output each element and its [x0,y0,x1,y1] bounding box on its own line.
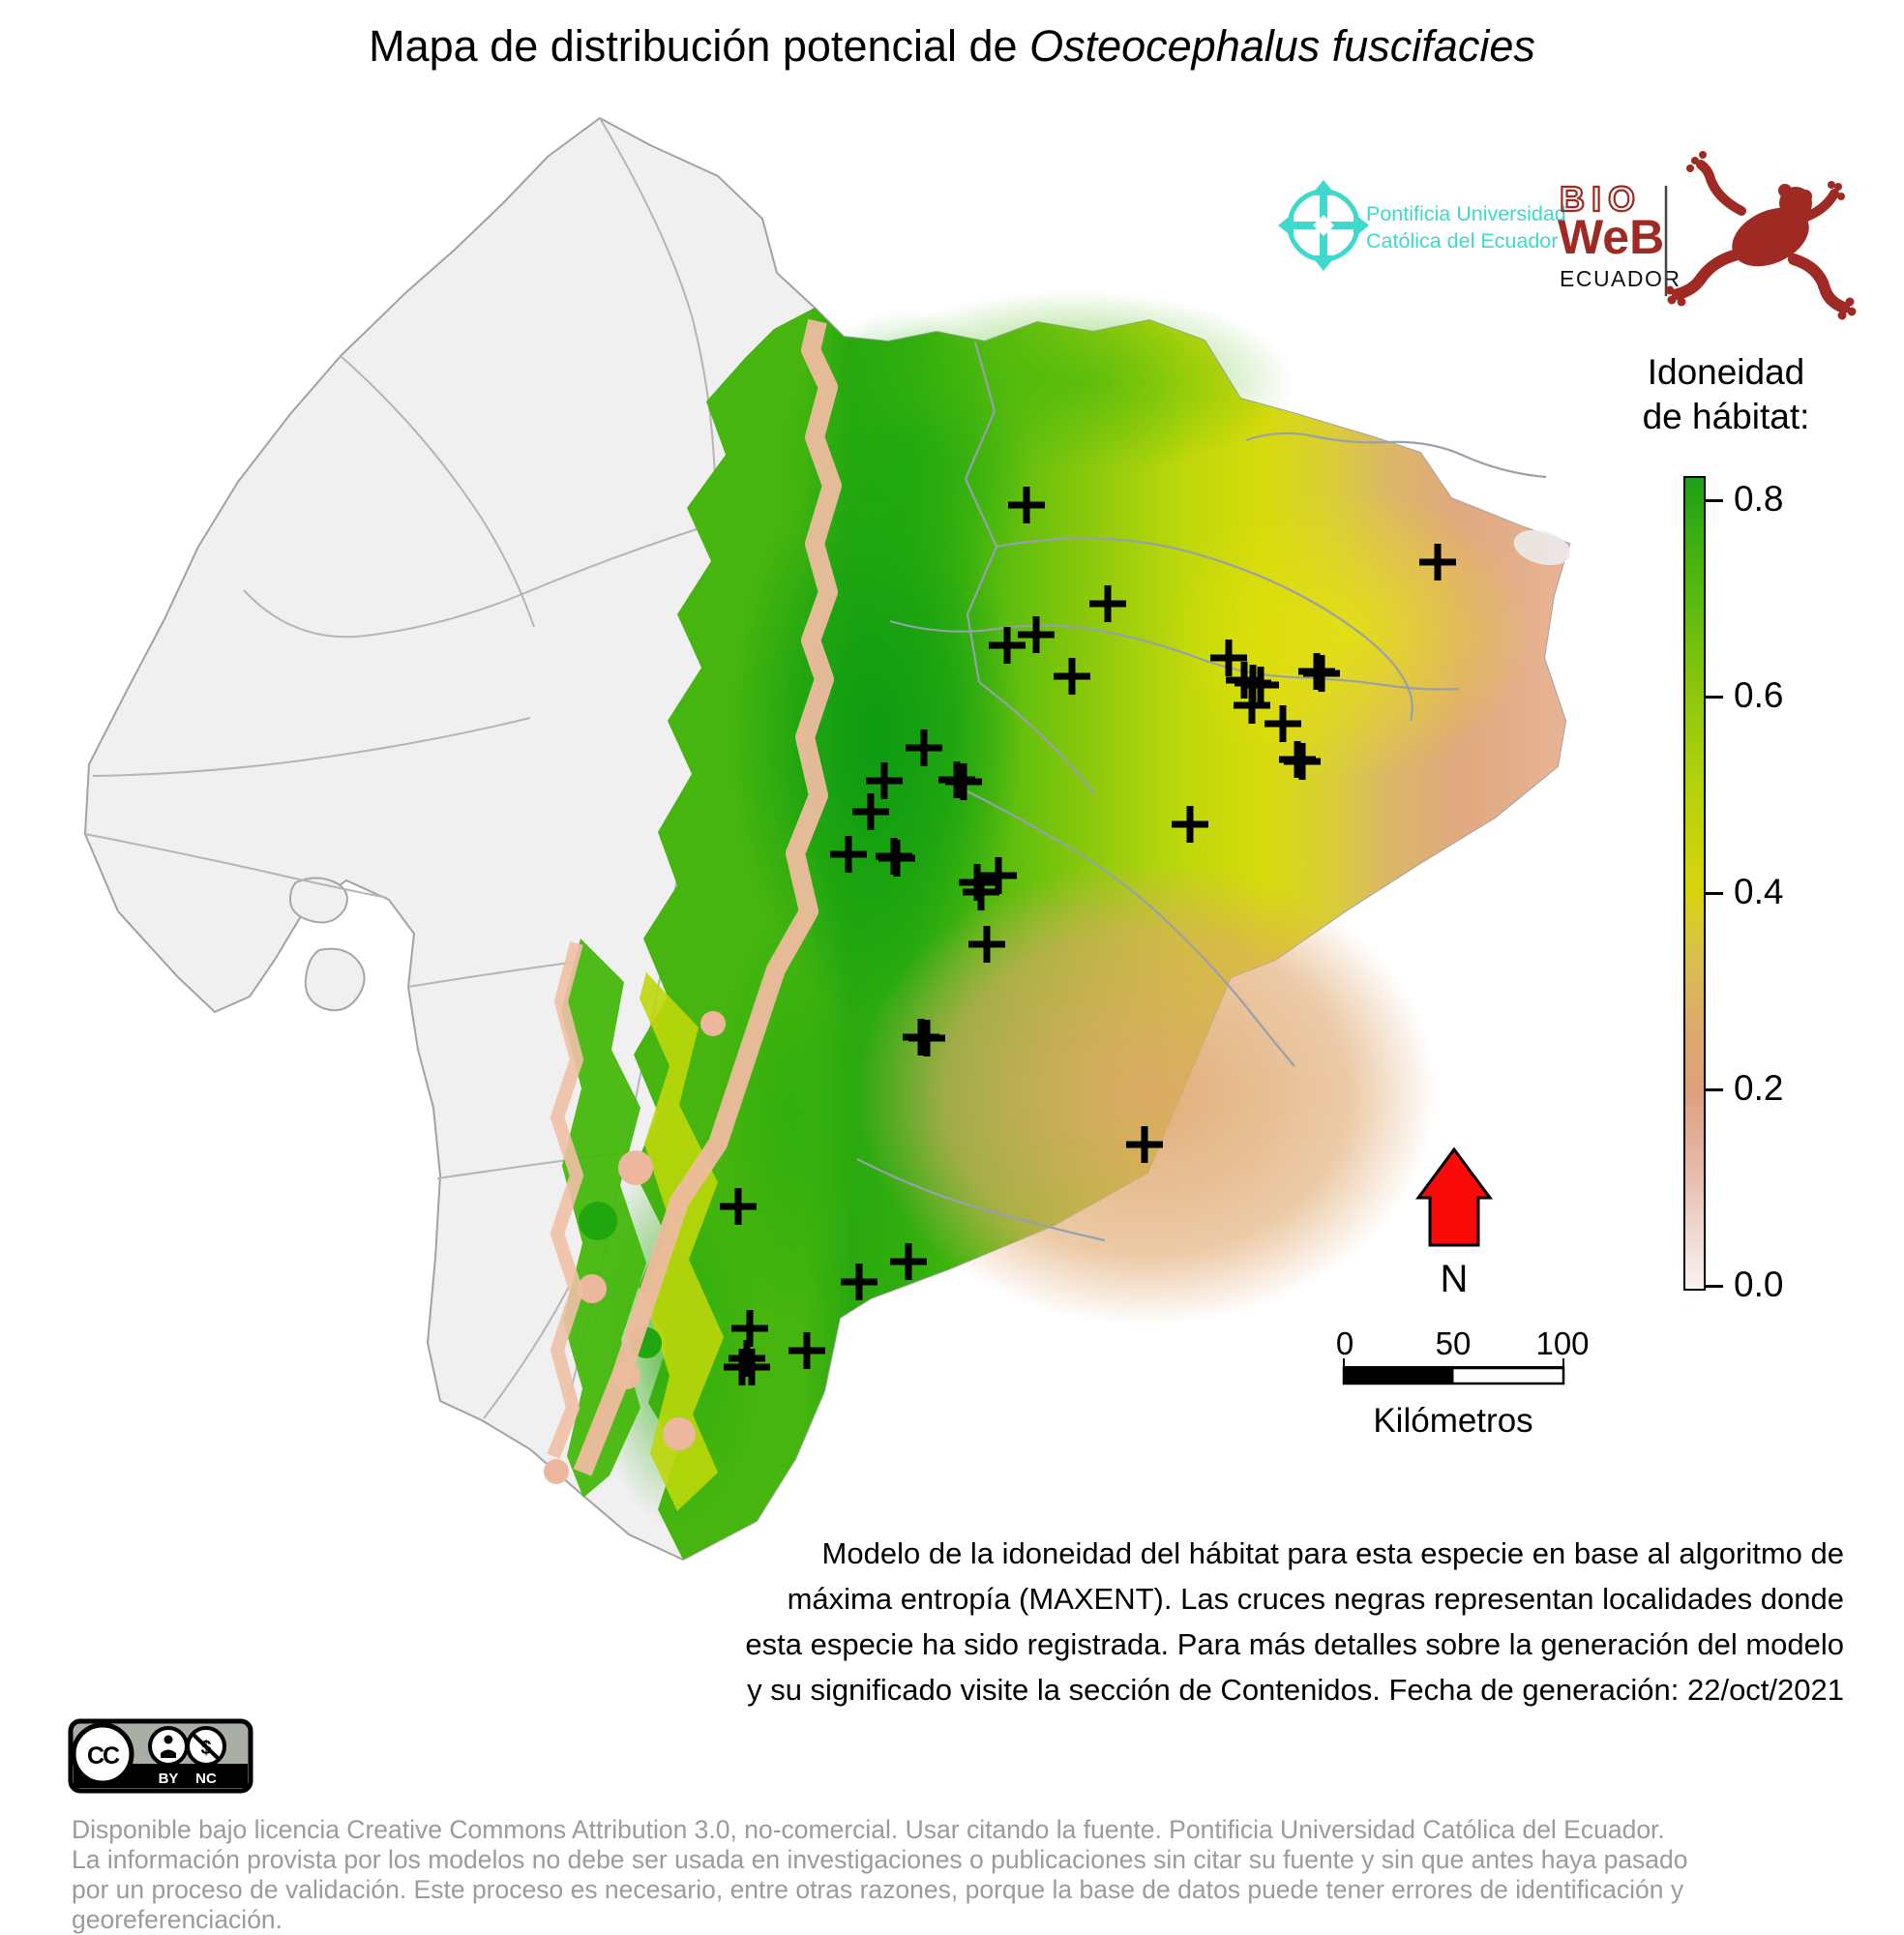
puce-name-line2: Católica del Ecuador [1366,229,1558,253]
occurrence-cross [1242,667,1279,703]
occurrence-cross [1264,705,1301,742]
occurrence-cross [866,762,903,799]
legend-colorbar [1683,476,1706,1291]
occurrence-cross [1126,1126,1163,1163]
legend-tick [1706,1088,1723,1091]
cc-icon [71,1722,134,1786]
occurrence-cross [729,1340,765,1377]
legend-tick [1706,499,1723,502]
occurrence-cross [963,874,999,910]
legend-tick-label: 0.4 [1734,872,1784,911]
gulf-island [304,947,366,1012]
occurrence-cross [908,1020,945,1057]
north-label: N [1441,1258,1469,1300]
river [889,619,1460,691]
occurrence-cross [1018,616,1055,653]
occurrence-cross [788,1332,825,1369]
legend-title-line2: de hábitat: [1642,397,1810,436]
scale-tick-50: 50 [1436,1325,1472,1361]
occurrence-cross [733,1349,770,1385]
legend-title: Idoneidad de hábitat: [1610,350,1842,439]
scale-tick-100: 100 [1535,1325,1589,1361]
puce-name-line1: Pontificia Universidad [1366,202,1566,225]
yellow-blob [1166,489,1533,779]
occurrence-cross [906,729,942,766]
amazon-borders-rivers [856,341,1547,1242]
model-caption: Modelo de la idoneidad del hábitat para … [586,1531,1844,1712]
occurrence-cross [890,1243,927,1280]
occurrence-cross [1419,544,1456,580]
bioweb-web-text: WeB [1558,210,1664,264]
south-yellow-strip [640,972,724,1511]
orange-blob [856,861,1437,1325]
cc-letters: CC [87,1742,120,1770]
cc-nc-label: NC [195,1771,217,1787]
bioweb-bio-text: BIO [1560,179,1642,219]
river [856,1158,1106,1242]
occurrence-cross [980,857,1017,894]
occurrence-cross [989,627,1026,664]
caption-line: Modelo de la idoneidad del hábitat para … [821,1536,1844,1570]
occurrence-cross [1008,487,1045,523]
occurrence-cross [1284,743,1321,780]
pink-fringe [573,318,842,1476]
cc-license-badge: CC $ BY NC [68,1718,253,1794]
title-prefix: Mapa de distribución potencial de [369,21,1030,71]
footer-line: por un proceso de validación. Este proce… [72,1875,1684,1934]
legend-tick [1706,892,1723,895]
occurrence-cross [841,1264,878,1300]
occurrence-cross [830,836,867,873]
bioweb-country-text: ECUADOR [1560,266,1681,291]
occurrence-cross [1303,655,1340,692]
occurrence-localities [720,487,1456,1385]
gulf-island [288,877,348,924]
north-arrow: N [1415,1146,1493,1300]
occurrence-cross [878,840,915,877]
occurrence-cross [1054,658,1090,695]
footer-line: Disponible bajo licencia Creative Common… [72,1815,1665,1844]
green-blob [851,290,1296,474]
caption-line: y su significado visite la sección de Co… [747,1673,1844,1707]
scale-unit: Kilómetros [1373,1402,1532,1440]
occurrence-cross [1172,806,1208,843]
river [967,790,1295,1067]
cc-by-label: BY [159,1771,179,1787]
legend-tick-label: 0.6 [1734,675,1784,715]
occurrence-cross [945,763,982,800]
caption-line: máxima entropía (MAXENT). Las cruces neg… [787,1582,1844,1616]
south-salmon-patches [544,1011,726,1484]
title-species-name: Osteocephalus fuscifacies [1029,21,1535,71]
license-footer: Disponible bajo licencia Creative Common… [72,1815,1890,1935]
pink-fringe-south [547,941,584,1459]
by-icon [148,1726,189,1767]
occurrence-cross [1210,640,1247,676]
suitability-raster [544,290,1571,1560]
river [1245,432,1547,479]
legend-tick-label: 0.0 [1734,1265,1784,1304]
scale-tick-0: 0 [1336,1325,1354,1361]
legend-tick-label: 0.8 [1734,479,1784,519]
legend-title-line1: Idoneidad [1647,352,1805,392]
north-arrow-icon [1415,1146,1493,1247]
legend-tick [1706,1285,1723,1288]
occurrence-cross [1089,585,1126,622]
page-title: Mapa de distribución potencial de Osteoc… [0,21,1904,72]
frog-icon [1665,151,1857,320]
legend-tick [1706,696,1723,699]
occurrence-cross [1234,687,1270,724]
legend-tick-label: 0.2 [1734,1068,1784,1108]
occurrence-cross [852,793,889,830]
occurrence-cross [720,1188,757,1225]
caption-line: esta especie ha sido registrada. Para má… [745,1627,1844,1661]
scale-bar: 0 50 100 Kilómetros [1336,1325,1590,1440]
occurrence-cross [968,926,1005,963]
bioweb-logo: BIO WeB ECUADOR [1558,151,1857,320]
footer-line: La información provista por los modelos … [72,1845,1688,1874]
puce-logo: Pontificia Universidad Católica del Ecua… [1278,180,1566,271]
ne-pale-tip [1513,529,1571,566]
